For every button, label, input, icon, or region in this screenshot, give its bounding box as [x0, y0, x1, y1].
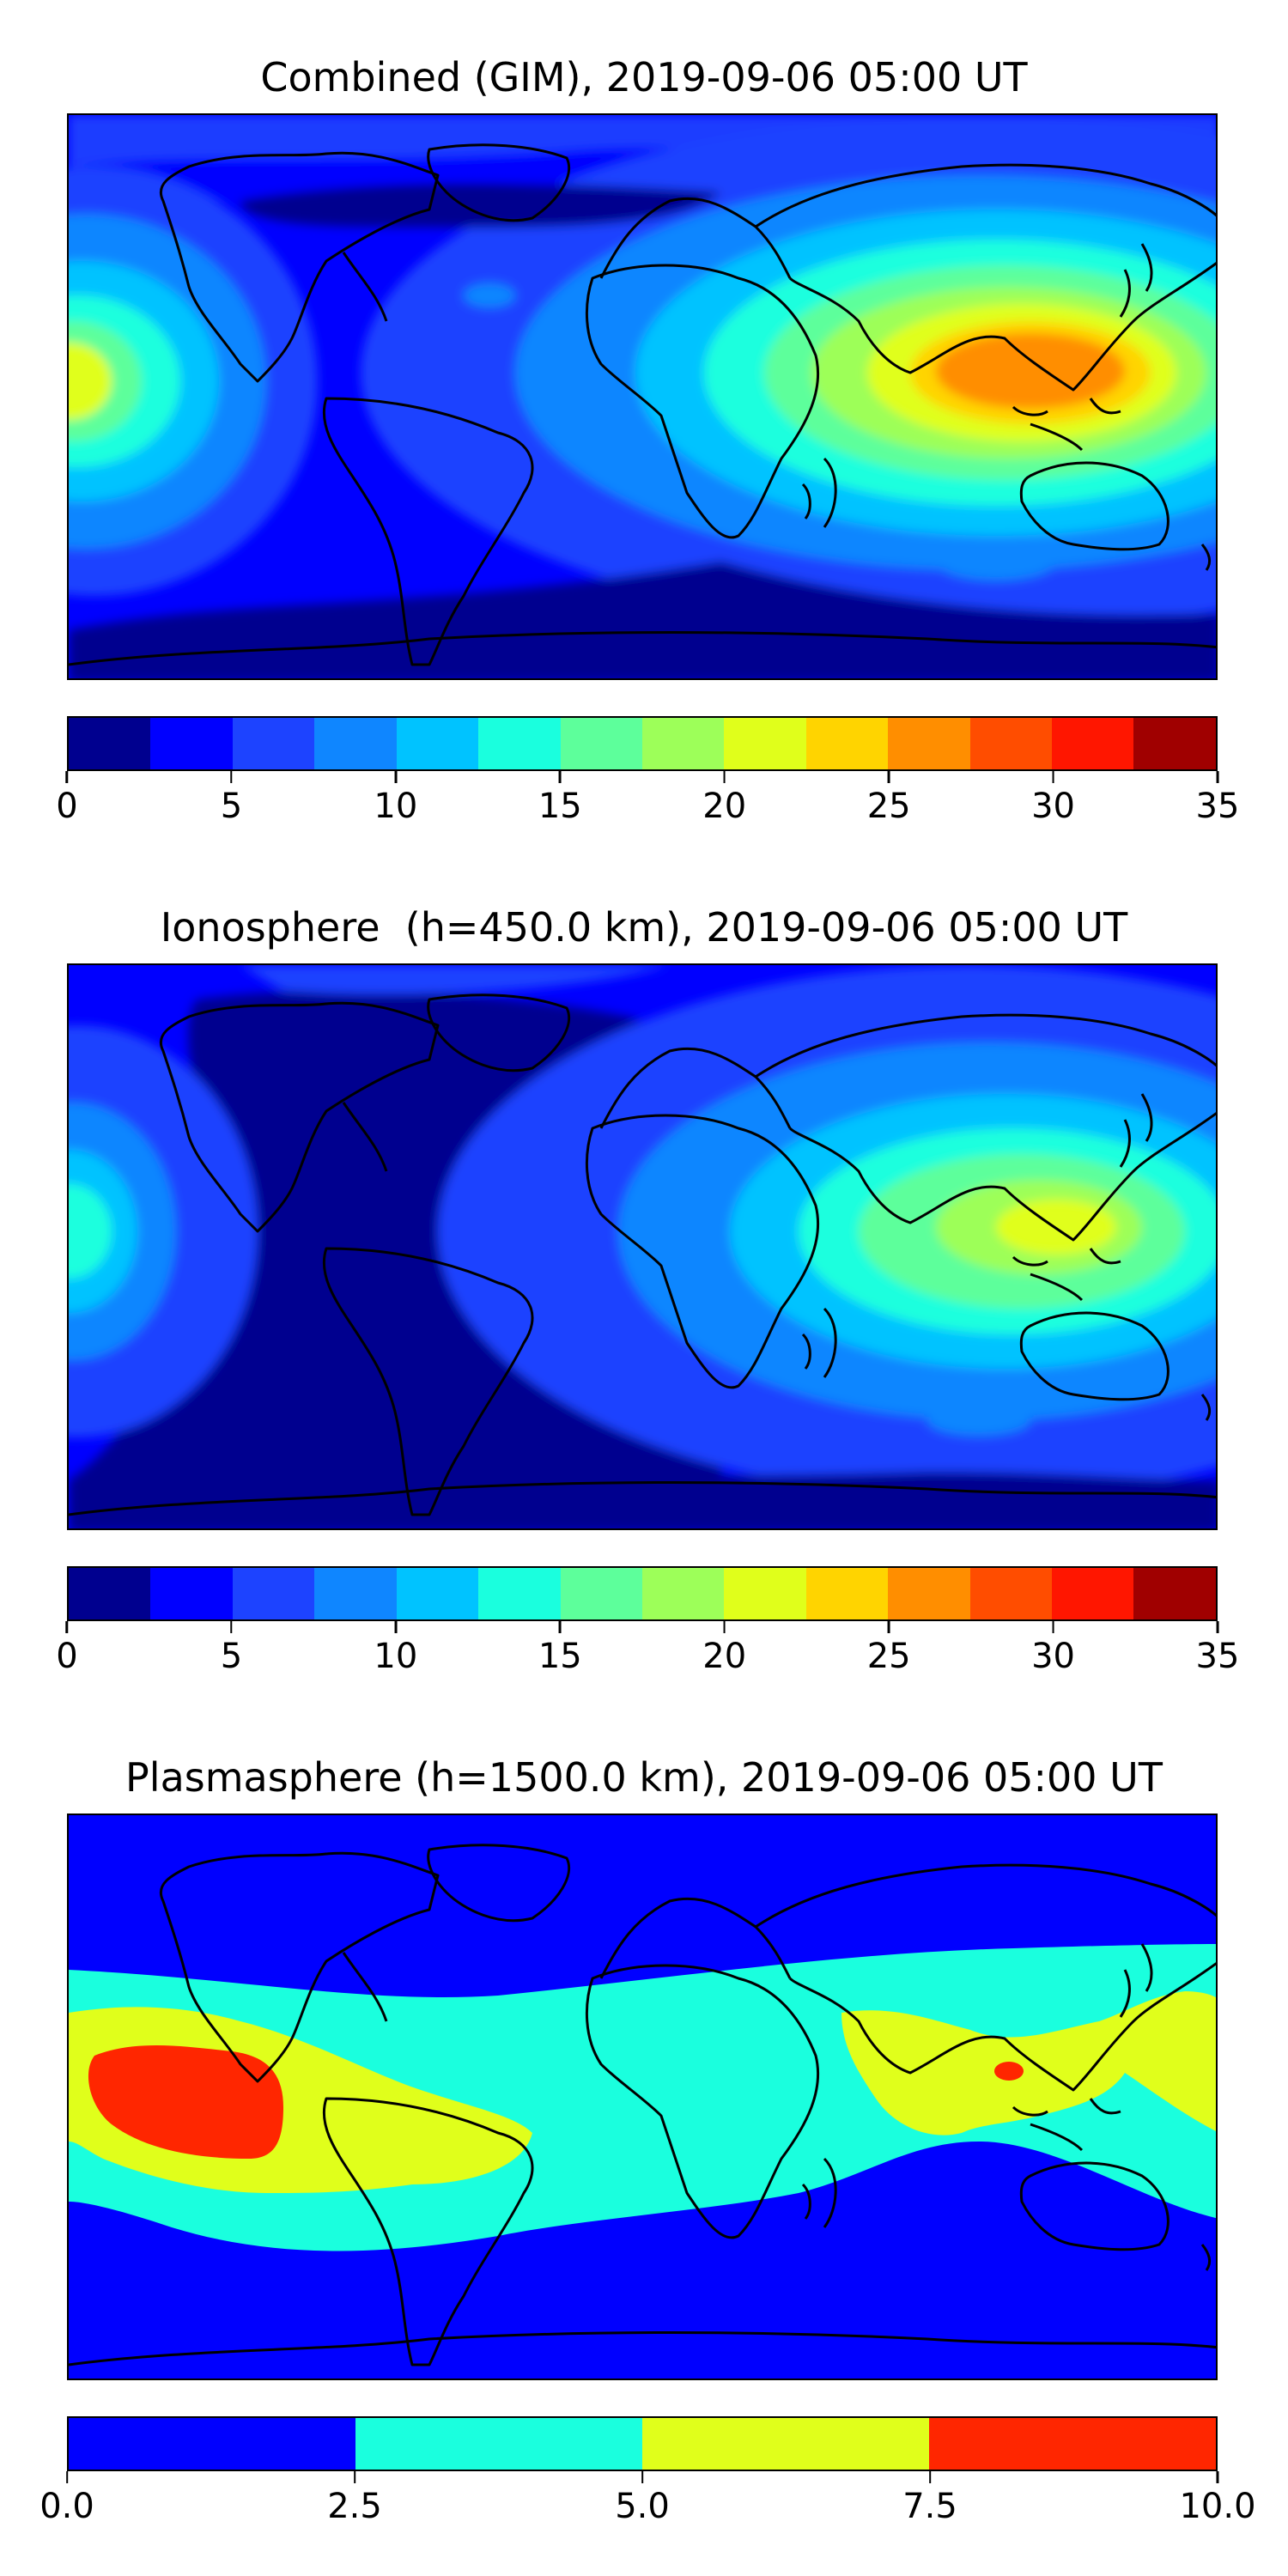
coastlines: [69, 993, 1216, 1516]
colorbar-segment: [150, 718, 233, 769]
colorbar-tick: 0: [56, 771, 78, 828]
colorbar-segment: [560, 718, 642, 769]
colorbar-segment: [929, 2418, 1216, 2470]
colorbar-segment: [724, 718, 806, 769]
colorbar-combined: [67, 716, 1218, 771]
colorbar-segment: [150, 1568, 233, 1619]
colorbar-segment: [1133, 718, 1216, 769]
colorbar-ticks: 0 5 10 15 20 25 30 35: [56, 1621, 1239, 1681]
colorbar-tick: 15: [538, 771, 582, 828]
colorbar-tick: 30: [1031, 1621, 1075, 1678]
colorbar-tick: 30: [1031, 771, 1075, 828]
colorbar-segment: [69, 2418, 355, 2470]
panel-title: Ionosphere (h=450.0 km), 2019-09-06 05:0…: [160, 904, 1128, 951]
colorbar-plasmasphere: [67, 2416, 1218, 2471]
colorbar-segment: [805, 1568, 889, 1619]
colorbar-tick: 7.5: [902, 2471, 957, 2528]
colorbar-segment: [314, 718, 397, 769]
colorbar-segment: [641, 718, 725, 769]
panel-title: Plasmasphere (h=1500.0 km), 2019-09-06 0…: [125, 1754, 1163, 1801]
colorbar-tick: 35: [1196, 771, 1239, 828]
panel-title: Combined (GIM), 2019-09-06 05:00 UT: [260, 54, 1028, 100]
colorbar-segment: [724, 1568, 806, 1619]
coastlines: [69, 143, 1216, 666]
colorbar-tick: 25: [867, 1621, 911, 1678]
colorbar-segment: [396, 718, 479, 769]
colorbar-tick: 5: [221, 1621, 242, 1678]
colorbar-segment: [69, 1568, 151, 1619]
colorbar-segment: [888, 718, 970, 769]
colorbar-ticks: 0.0 2.5 5.0 7.5 10.0: [39, 2471, 1256, 2531]
colorbar-segment: [232, 718, 315, 769]
map-combined: [67, 113, 1218, 680]
colorbar-tick: 10: [374, 771, 417, 828]
colorbar-ionosphere: [67, 1566, 1218, 1621]
colorbar-tick: 10.0: [1179, 2471, 1256, 2528]
colorbar-segment: [478, 1568, 561, 1619]
colorbar-segment: [478, 718, 561, 769]
colorbar-ticks: 0 5 10 15 20 25 30 35: [56, 771, 1239, 831]
colorbar-tick: 10: [374, 1621, 417, 1678]
colorbar-segment: [355, 2418, 642, 2470]
colorbar-tick: 15: [538, 1621, 582, 1678]
colorbar-segment: [1052, 718, 1134, 769]
colorbar-tick: 20: [702, 771, 746, 828]
colorbar-tick: 5.0: [615, 2471, 670, 2528]
colorbar-segment: [642, 2418, 929, 2470]
colorbar-tick: 0.0: [39, 2471, 94, 2528]
colorbar-segment: [969, 1568, 1053, 1619]
colorbar-tick: 20: [702, 1621, 746, 1678]
colorbar-segment: [69, 718, 151, 769]
colorbar-tick: 35: [1196, 1621, 1239, 1678]
colorbar-segment: [1133, 1568, 1216, 1619]
map-ionosphere: [67, 963, 1218, 1530]
colorbar-segment: [1052, 1568, 1134, 1619]
colorbar-tick: 5: [221, 771, 242, 828]
colorbar-segment: [232, 1568, 315, 1619]
colorbar-segment: [969, 718, 1053, 769]
coastlines: [69, 1844, 1216, 2366]
colorbar-segment: [641, 1568, 725, 1619]
colorbar-segment: [888, 1568, 970, 1619]
colorbar-tick: 2.5: [327, 2471, 382, 2528]
map-plasmasphere: [67, 1814, 1218, 2380]
colorbar-tick: 25: [867, 771, 911, 828]
colorbar-segment: [314, 1568, 397, 1619]
colorbar-segment: [396, 1568, 479, 1619]
colorbar-tick: 0: [56, 1621, 78, 1678]
colorbar-segment: [560, 1568, 642, 1619]
colorbar-segment: [805, 718, 889, 769]
